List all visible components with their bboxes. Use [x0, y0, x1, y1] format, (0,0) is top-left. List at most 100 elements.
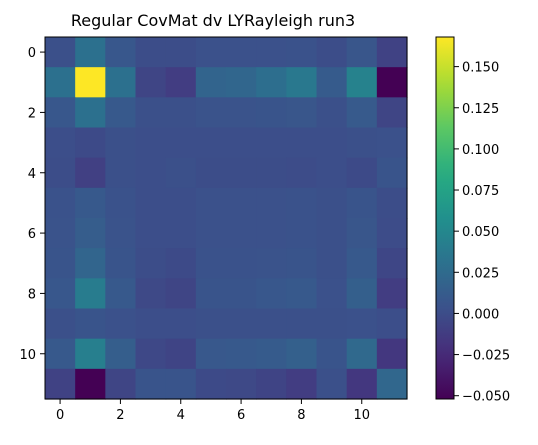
heatmap-cell — [376, 187, 408, 219]
heatmap-cell — [256, 368, 287, 400]
heatmap-cell — [45, 308, 76, 340]
heatmap-cell — [45, 97, 76, 129]
heatmap-cell — [316, 248, 348, 279]
heatmap-cell — [256, 187, 287, 219]
heatmap-cell — [316, 278, 348, 310]
heatmap-cell — [75, 308, 106, 340]
heatmap-cell — [165, 278, 197, 310]
heatmap-cell — [75, 218, 106, 249]
heatmap-cell — [195, 308, 227, 340]
colorbar-tick-label: 0.000 — [462, 307, 499, 322]
heatmap-cell — [165, 218, 197, 249]
y-tick-label: 6 — [28, 227, 36, 242]
colorbar — [435, 36, 455, 400]
y-axis: 0 2 4 6 8 10 — [19, 46, 45, 363]
heatmap-cell — [286, 67, 318, 98]
heatmap-cell — [45, 368, 76, 400]
heatmap-cell — [45, 157, 76, 189]
heatmap-cell — [135, 308, 167, 340]
heatmap-cell — [346, 97, 378, 129]
heatmap-cell — [226, 368, 257, 400]
heatmap-cell — [45, 218, 76, 249]
heatmap-cell — [226, 157, 257, 189]
heatmap-cell — [286, 248, 318, 279]
heatmap-cell — [256, 278, 287, 310]
heatmap-cell — [165, 97, 197, 129]
heatmap-cell — [346, 127, 378, 159]
colorbar-tick-label: 0.075 — [462, 184, 499, 199]
x-tick-label: 4 — [177, 408, 185, 423]
heatmap-cell — [195, 187, 227, 219]
heatmap-cell — [105, 338, 137, 370]
heatmap-cell — [376, 37, 408, 68]
heatmap-cell — [105, 278, 137, 310]
heatmap-cell — [376, 218, 408, 249]
x-tick-label: 10 — [353, 408, 370, 423]
heatmap-cell — [165, 248, 197, 279]
heatmap-cell — [226, 248, 257, 279]
heatmap-cell — [286, 368, 318, 400]
heatmap-cell — [105, 187, 137, 219]
colorbar-tick-label: 0.050 — [462, 225, 499, 240]
heatmap-cell — [316, 368, 348, 400]
heatmap-cell — [286, 278, 318, 310]
y-tick-label: 8 — [28, 287, 36, 302]
heatmap-cell — [346, 37, 378, 68]
heatmap-cell — [135, 278, 167, 310]
plot-frame — [44, 36, 408, 400]
heatmap-cell — [135, 97, 167, 129]
heatmap-cell — [256, 248, 287, 279]
heatmap-cell — [75, 248, 106, 279]
heatmap-cell — [195, 67, 227, 98]
heatmap-cell — [316, 37, 348, 68]
heatmap-cell — [135, 157, 167, 189]
x-tick-label: 6 — [237, 408, 245, 423]
heatmap-cell — [316, 218, 348, 249]
heatmap-cell — [165, 368, 197, 400]
heatmap-cell — [346, 338, 378, 370]
heatmap-cell — [286, 37, 318, 68]
heatmap-cell — [165, 37, 197, 68]
heatmap-cell — [195, 97, 227, 129]
heatmap-cell — [286, 97, 318, 129]
heatmap-cell — [346, 248, 378, 279]
heatmap-cell — [286, 157, 318, 189]
heatmap-cell — [346, 368, 378, 400]
heatmap-cell — [286, 187, 318, 219]
heatmap-cell — [376, 278, 408, 310]
chart-title: Regular CovMat dv LYRayleigh run3 — [71, 11, 355, 30]
heatmap-cell — [316, 308, 348, 340]
heatmap-cell — [165, 338, 197, 370]
x-tick-label: 0 — [56, 408, 64, 423]
colorbar-tick-label: −0.050 — [462, 390, 510, 405]
heatmap-cell — [226, 67, 257, 98]
heatmap-cell — [376, 308, 408, 340]
colorbar-tick-label: 0.125 — [462, 102, 499, 117]
heatmap-cell — [346, 218, 378, 249]
heatmap-cell — [135, 218, 167, 249]
heatmap-cell — [75, 278, 106, 310]
heatmap-cell — [316, 97, 348, 129]
heatmap-cell — [105, 127, 137, 159]
heatmap-cell — [45, 278, 76, 310]
heatmap-cell — [195, 218, 227, 249]
heatmap-cell — [75, 187, 106, 219]
x-tick-label: 8 — [297, 408, 305, 423]
heatmap-cell — [75, 157, 106, 189]
heatmap-cell — [376, 127, 408, 159]
heatmap-cell — [316, 157, 348, 189]
heatmap-cell — [256, 67, 287, 98]
heatmap-cell — [195, 127, 227, 159]
heatmap-cell — [316, 338, 348, 370]
heatmap-cell — [226, 278, 257, 310]
heatmap-cell — [226, 127, 257, 159]
heatmap-cell — [135, 368, 167, 400]
heatmap-cell — [165, 127, 197, 159]
heatmap-cell — [105, 218, 137, 249]
y-tick-label: 4 — [28, 167, 36, 182]
heatmap-cell — [195, 278, 227, 310]
heatmap-cells — [45, 37, 408, 400]
heatmap-cell — [105, 248, 137, 279]
heatmap-cell — [256, 37, 287, 68]
heatmap-cell — [346, 308, 378, 340]
